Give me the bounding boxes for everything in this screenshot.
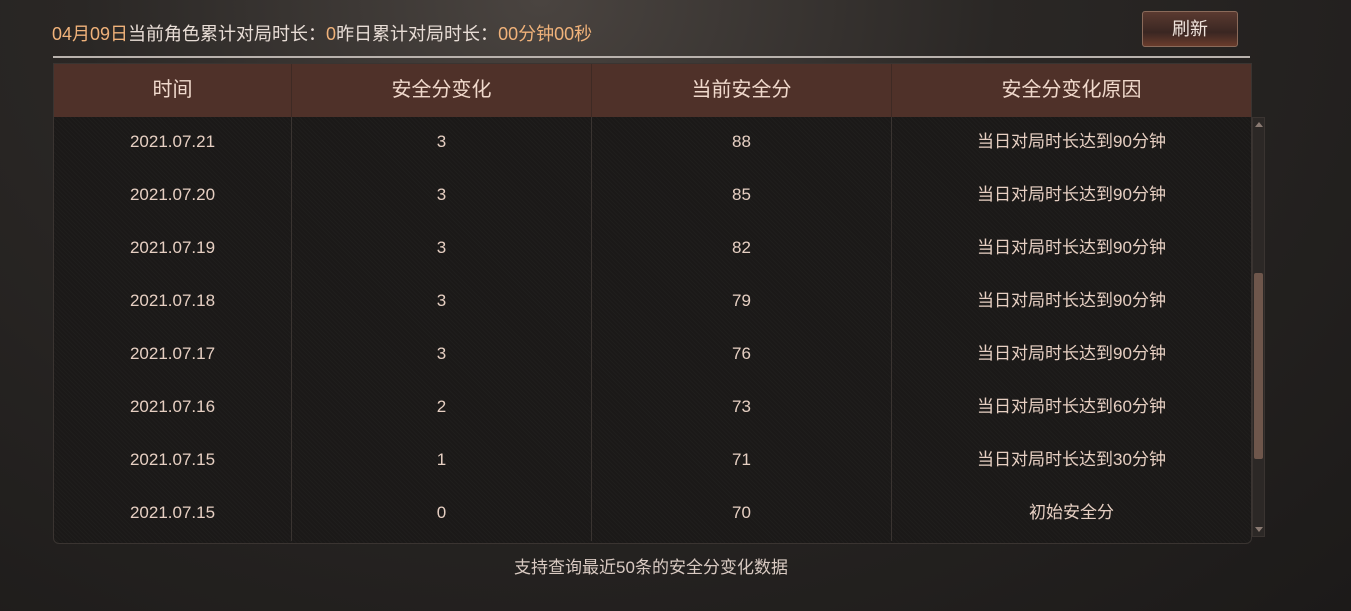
cell-time: 2021.07.16 [54,382,292,435]
table-row: 2021.07.15 1 71 当日对局时长达到30分钟 [54,435,1251,488]
cell-reason: 当日对局时长达到90分钟 [977,132,1166,151]
scroll-up-icon[interactable] [1255,122,1263,127]
cell-time: 2021.07.21 [54,117,292,170]
cell-reason: 当日对局时长达到90分钟 [977,238,1166,257]
cell-current-score: 76 [592,329,892,382]
table-row: 2021.07.17 3 76 当日对局时长达到90分钟 [54,329,1251,382]
column-header-reason: 安全分变化原因 [1001,79,1142,101]
date: 04月09日 [52,24,129,44]
cell-score-change: 3 [292,276,592,329]
column-header-time: 时间 [54,64,292,117]
cell-current-score: 85 [592,170,892,223]
cell-time: 2021.07.18 [54,276,292,329]
yesterday-playtime-label: 昨日累计对局时长： [336,24,499,44]
table-row: 2021.07.21 3 88 当日对局时长达到90分钟 [54,117,1251,170]
cell-current-score: 70 [592,488,892,541]
cell-current-score: 88 [592,117,892,170]
current-playtime-label: 当前角色累计对局时长： [128,24,327,44]
cell-score-change: 0 [292,488,592,541]
table-header: 时间 安全分变化 当前安全分 安全分变化原因 [54,64,1251,117]
refresh-button[interactable]: 刷新 [1142,11,1238,47]
cell-score-change: 2 [292,382,592,435]
cell-current-score: 82 [592,223,892,276]
column-header-score-change: 安全分变化 [292,64,592,117]
yesterday-playtime-value: 00分钟00秒 [498,24,593,44]
cell-score-change: 3 [292,170,592,223]
column-header-current-score: 当前安全分 [592,64,892,117]
divider [53,56,1250,58]
cell-current-score: 71 [592,435,892,488]
table-row: 2021.07.18 3 79 当日对局时长达到90分钟 [54,276,1251,329]
table-row: 2021.07.19 3 82 当日对局时长达到90分钟 [54,223,1251,276]
table-row: 2021.07.16 2 73 当日对局时长达到60分钟 [54,382,1251,435]
safety-score-table: 时间 安全分变化 当前安全分 安全分变化原因 2021.07.21 3 88 当日对局… [53,63,1252,544]
scroll-down-icon[interactable] [1255,527,1263,532]
cell-time: 2021.07.19 [54,223,292,276]
cell-score-change: 3 [292,329,592,382]
table-body: 2021.07.21 3 88 当日对局时长达到90分钟 2021.07.20 3 85 当日… [54,117,1251,541]
cell-time: 2021.07.20 [54,170,292,223]
cell-score-change: 3 [292,223,592,276]
current-playtime-value: 0 [326,24,337,44]
table-row: 2021.07.20 3 85 当日对局时长达到90分钟 [54,170,1251,223]
cell-time: 2021.07.15 [54,488,292,541]
footer-note: 支持查询最近50条的安全分变化数据 [514,558,788,577]
cell-score-change: 1 [292,435,592,488]
scrollbar-thumb[interactable] [1254,273,1263,459]
cell-reason: 当日对局时长达到90分钟 [977,344,1166,363]
table-row: 2021.07.15 0 70 初始安全分 [54,488,1251,541]
cell-current-score: 79 [592,276,892,329]
cell-time: 2021.07.17 [54,329,292,382]
cell-reason: 当日对局时长达到90分钟 [977,291,1166,310]
cell-reason: 当日对局时长达到30分钟 [977,450,1166,469]
cell-reason: 初始安全分 [1029,503,1114,522]
cell-reason: 当日对局时长达到60分钟 [977,397,1166,416]
cell-current-score: 73 [592,382,892,435]
cell-time: 2021.07.15 [54,435,292,488]
cell-reason: 当日对局时长达到90分钟 [977,185,1166,204]
scrollbar[interactable] [1252,117,1265,537]
cell-score-change: 3 [292,117,592,170]
playtime-info: 04月09日当前角色累计对局时长：0昨日累计对局时长：00分钟00秒 [52,20,592,46]
